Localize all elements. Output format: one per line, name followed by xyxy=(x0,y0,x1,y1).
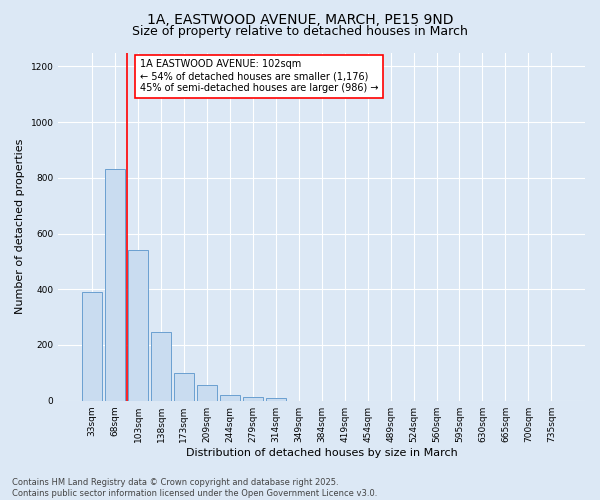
Text: 1A EASTWOOD AVENUE: 102sqm
← 54% of detached houses are smaller (1,176)
45% of s: 1A EASTWOOD AVENUE: 102sqm ← 54% of deta… xyxy=(140,60,379,92)
Bar xyxy=(243,397,263,400)
Text: 1A, EASTWOOD AVENUE, MARCH, PE15 9ND: 1A, EASTWOOD AVENUE, MARCH, PE15 9ND xyxy=(147,12,453,26)
Bar xyxy=(82,292,102,401)
Bar xyxy=(197,386,217,400)
Bar xyxy=(128,250,148,400)
Text: Size of property relative to detached houses in March: Size of property relative to detached ho… xyxy=(132,25,468,38)
Bar xyxy=(266,398,286,400)
Bar xyxy=(151,332,171,400)
Y-axis label: Number of detached properties: Number of detached properties xyxy=(15,139,25,314)
Bar xyxy=(106,170,125,400)
Text: Contains HM Land Registry data © Crown copyright and database right 2025.
Contai: Contains HM Land Registry data © Crown c… xyxy=(12,478,377,498)
Bar xyxy=(174,373,194,400)
X-axis label: Distribution of detached houses by size in March: Distribution of detached houses by size … xyxy=(186,448,458,458)
Bar xyxy=(220,395,239,400)
